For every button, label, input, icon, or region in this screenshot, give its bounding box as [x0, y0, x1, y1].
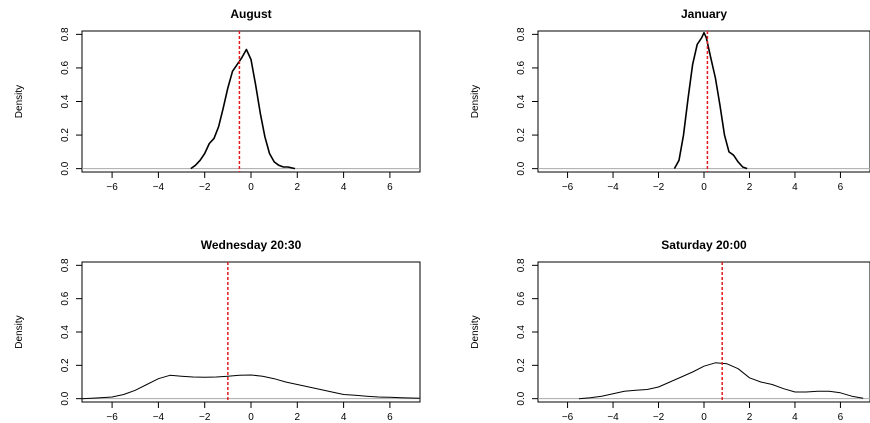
x-tick-label: −2	[653, 412, 665, 423]
x-tick-label: −4	[153, 412, 165, 423]
y-tick-label: 0.6	[60, 61, 71, 75]
chart-title: January	[681, 7, 727, 21]
y-tick-label: 0.6	[516, 291, 527, 305]
x-tick-label: −2	[199, 412, 211, 423]
chart-panel-2: January Density 0.0 0.2 0.4 0.6 0.8 −6 −4 −2 0 2 4 6	[470, 7, 870, 193]
y-axis-label: Density	[14, 85, 25, 118]
y-tick-label: 0.0	[60, 161, 71, 175]
x-tick-label: −6	[106, 182, 118, 193]
y-tick-label: 0.0	[516, 391, 527, 405]
y-tick-label: 0.8	[60, 27, 71, 41]
x-tick-label: 6	[387, 412, 393, 423]
y-tick-label: 0.8	[516, 258, 527, 272]
x-tick-label: −4	[153, 182, 165, 193]
y-tick-label: 0.2	[516, 358, 527, 372]
y-tick-label: 0.2	[60, 358, 71, 372]
chart-title: August	[230, 7, 271, 21]
y-tick-label: 0.6	[60, 291, 71, 305]
x-tick-label: 2	[295, 182, 301, 193]
density-curve	[578, 362, 864, 400]
x-tick-label: −4	[607, 412, 619, 423]
y-tick-label: 0.4	[516, 325, 527, 339]
y-tick-label: 0.4	[60, 94, 71, 108]
y-tick-label: 0.2	[516, 128, 527, 142]
x-tick-label: 0	[701, 412, 707, 423]
y-tick-label: 0.8	[516, 27, 527, 41]
density-curve	[673, 31, 748, 170]
x-tick-label: 0	[248, 412, 254, 423]
x-tick-label: 0	[701, 182, 707, 193]
y-tick-label: 0.2	[60, 128, 71, 142]
x-tick-label: −2	[653, 182, 665, 193]
x-tick-label: 4	[341, 182, 347, 193]
x-tick-label: 6	[838, 182, 844, 193]
x-tick-label: 0	[248, 182, 254, 193]
y-axis-label: Density	[470, 85, 481, 118]
chart-panel-1: August Density 0.0 0.2 0.4 0.6 0.8 −6 −4 −2 0 2 4 6	[14, 7, 421, 193]
y-tick-label: 0.4	[60, 325, 71, 339]
x-tick-label: −6	[562, 412, 574, 423]
x-tick-label: −6	[562, 182, 574, 193]
y-tick-label: 0.6	[516, 61, 527, 75]
x-tick-label: 2	[747, 412, 753, 423]
y-tick-label: 0.8	[60, 258, 71, 272]
chart-title: Saturday 20:00	[661, 238, 747, 252]
chart-title: Wednesday 20:30	[201, 238, 302, 252]
x-tick-label: −6	[106, 412, 118, 423]
x-tick-label: 4	[792, 412, 798, 423]
x-tick-label: 2	[747, 182, 753, 193]
y-tick-label: 0.0	[516, 161, 527, 175]
x-tick-label: 4	[341, 412, 347, 423]
y-tick-label: 0.4	[516, 94, 527, 108]
density-curve	[81, 374, 421, 400]
x-tick-label: 6	[838, 412, 844, 423]
x-tick-label: −4	[607, 182, 619, 193]
x-tick-label: 2	[295, 412, 301, 423]
x-tick-label: −2	[199, 182, 211, 193]
chart-panel-4: Saturday 20:00 Density 0.0 0.2 0.4 0.6 0.8 −6 −4…	[470, 238, 870, 423]
density-curve	[190, 48, 296, 170]
y-axis-label: Density	[470, 315, 481, 348]
chart-panel-3: Wednesday 20:30 Density 0.0 0.2 0.4 0.6 0.8 −6 −…	[14, 238, 421, 423]
x-tick-label: 4	[792, 182, 798, 193]
y-axis-label: Density	[14, 315, 25, 348]
y-tick-label: 0.0	[60, 391, 71, 405]
x-tick-label: 6	[387, 182, 393, 193]
